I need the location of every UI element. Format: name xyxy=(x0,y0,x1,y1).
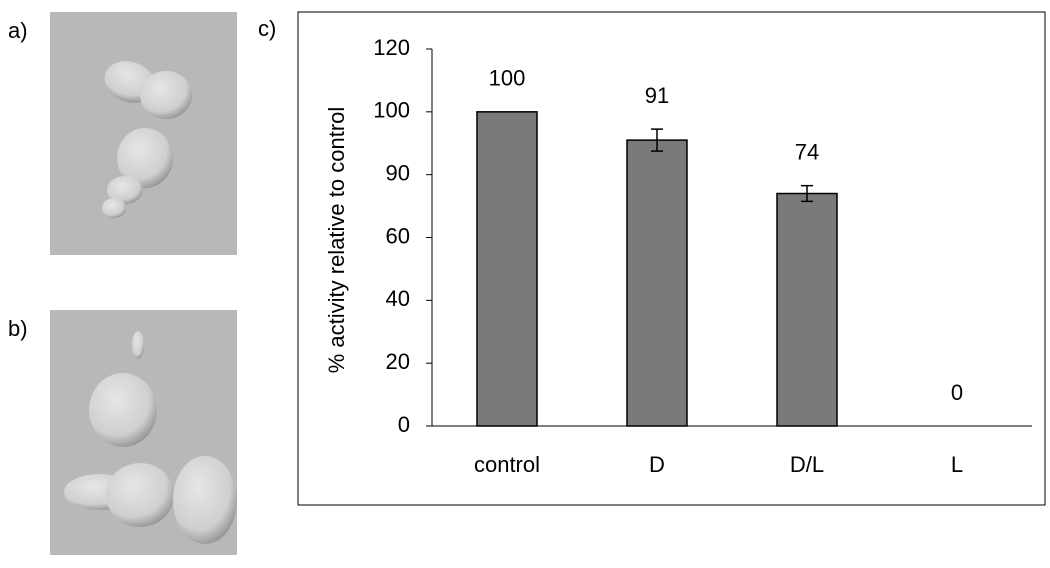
y-axis-title: % activity relative to control xyxy=(324,107,349,374)
x-tick-label: control xyxy=(474,452,540,477)
value-label: 100 xyxy=(489,66,526,91)
chart-frame xyxy=(297,11,1046,506)
y-tick-label: 20 xyxy=(386,349,410,374)
x-tick-label: D/L xyxy=(790,452,824,477)
bar xyxy=(776,192,838,427)
y-tick-label: 90 xyxy=(386,160,410,185)
y-tick-label: 0 xyxy=(398,412,410,437)
panel-label: b) xyxy=(8,316,28,341)
panel-label: a) xyxy=(8,18,28,43)
x-tick-label: L xyxy=(951,452,963,477)
bar xyxy=(476,111,538,427)
bar xyxy=(626,139,688,427)
micrograph-b xyxy=(50,310,237,555)
value-label: 91 xyxy=(645,83,669,108)
micrograph-a xyxy=(50,12,237,255)
y-tick-label: 40 xyxy=(386,286,410,311)
error-bar xyxy=(651,128,663,152)
value-label: 74 xyxy=(795,139,819,164)
error-bar xyxy=(801,184,813,203)
x-tick-label: D xyxy=(649,452,665,477)
y-tick-label: 100 xyxy=(373,98,410,123)
y-tick-label: 60 xyxy=(386,223,410,248)
y-tick-label: 120 xyxy=(373,35,410,60)
panel-label: c) xyxy=(258,16,276,41)
value-label: 0 xyxy=(951,380,963,405)
